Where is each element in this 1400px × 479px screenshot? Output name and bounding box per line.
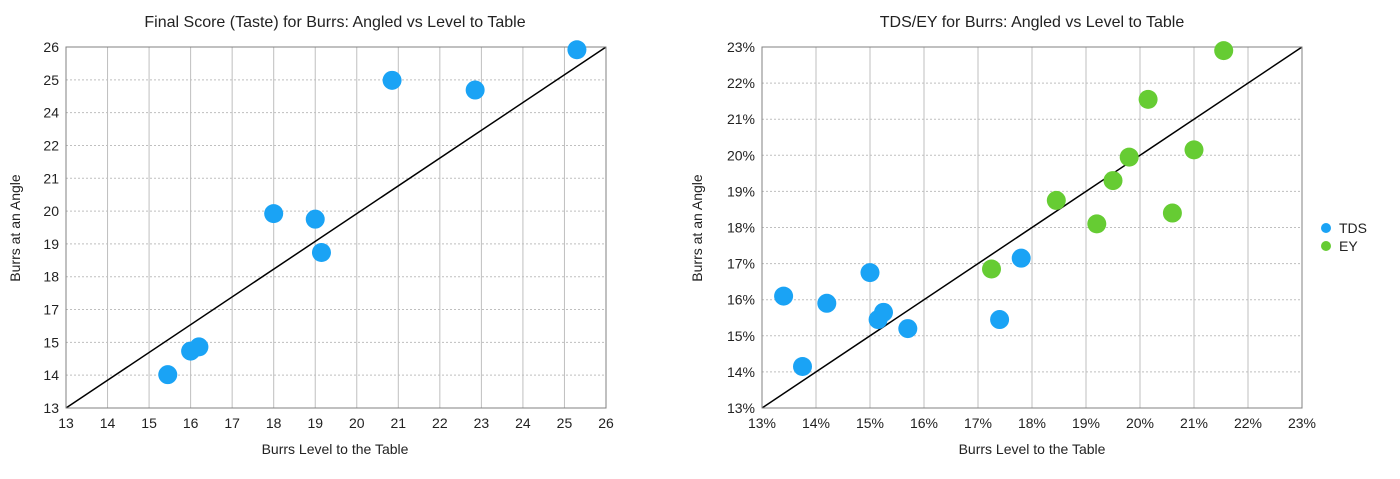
data-point-ey [1087, 214, 1107, 234]
y-tick-label: 14% [727, 364, 755, 380]
data-point-series [382, 70, 402, 90]
data-point-series [158, 365, 178, 385]
x-tick-label: 13 [58, 415, 74, 431]
y-tick-labels: 13% 14% 15% 16% 17% 18% 19% 20% 21% 22% 23% [727, 39, 755, 416]
chart-tds-ey: TDS/EY for Burrs: Angled vs Level to Tab… [689, 14, 1367, 457]
data-point-ey [1046, 190, 1066, 210]
y-axis-label: Burrs at an Angle [7, 174, 23, 282]
x-tick-label: 24 [515, 415, 531, 431]
x-tick-label: 13% [748, 415, 776, 431]
y-tick-label: 15 [43, 334, 59, 350]
data-point-tds [874, 302, 893, 322]
x-tick-label: 16 [183, 415, 199, 431]
data-point-series [264, 204, 284, 224]
chart-title: Final Score (Taste) for Burrs: Angled vs… [144, 14, 525, 31]
plot-frame [761, 46, 1303, 409]
x-tick-label: 16% [910, 415, 938, 431]
y-tick-label: 19 [43, 236, 59, 252]
y-tick-label: 18 [43, 269, 59, 285]
data-point-ey [1119, 147, 1139, 167]
y-tick-label: 18% [727, 220, 755, 236]
y-tick-label: 21 [43, 170, 59, 186]
x-tick-label: 21 [391, 415, 407, 431]
x-tick-label: 17% [964, 415, 992, 431]
y-tick-label: 19% [727, 183, 755, 199]
plot-frame [65, 46, 607, 409]
y-tick-label: 24 [43, 105, 59, 121]
data-point-tds [898, 319, 918, 339]
y-tick-label: 25 [43, 72, 59, 88]
y-axis-label: Burrs at an Angle [689, 174, 705, 282]
x-tick-label: 20 [349, 415, 365, 431]
x-tick-label: 22 [432, 415, 448, 431]
x-tick-label: 21% [1180, 415, 1208, 431]
data-point-ey [1103, 171, 1123, 191]
y-tick-label: 17 [43, 302, 59, 318]
data-point-series [567, 40, 587, 60]
data-point-ey [1214, 41, 1234, 61]
data-point-tds [817, 293, 837, 313]
y-tick-label: 14 [43, 367, 59, 383]
x-tick-label: 14% [802, 415, 830, 431]
x-tick-label: 14 [100, 415, 116, 431]
data-point-ey [982, 259, 1001, 279]
data-point-tds [990, 310, 1010, 330]
legend-label-ey: EY [1339, 238, 1358, 254]
data-point-tds [774, 286, 794, 306]
y-tick-labels: 13 14 15 17 18 19 20 21 22 24 25 26 [43, 39, 59, 416]
x-axis-label: Burrs Level to the Table [959, 441, 1106, 457]
x-tick-label: 26 [598, 415, 614, 431]
data-point-series [311, 242, 331, 262]
x-tick-label: 15 [141, 415, 157, 431]
legend-item-tds: TDS [1321, 220, 1367, 236]
x-tick-label: 23 [474, 415, 490, 431]
x-tick-labels: 13% 14% 15% 16% 17% 18% 19% 20% 21% 22% 23% [748, 415, 1316, 431]
legend-swatch-tds [1321, 223, 1331, 233]
x-tick-label: 20% [1126, 415, 1154, 431]
y-tick-label: 16% [727, 292, 755, 308]
y-tick-label: 17% [727, 256, 755, 272]
x-tick-label: 22% [1234, 415, 1262, 431]
data-point-ey [1184, 140, 1204, 160]
y-tick-label: 26 [43, 39, 59, 55]
y-tick-label: 20% [727, 147, 755, 163]
y-tick-label: 22% [727, 75, 755, 91]
x-tick-label: 15% [856, 415, 884, 431]
data-point-series [465, 80, 485, 100]
reference-line [761, 46, 1303, 409]
x-tick-label: 18% [1018, 415, 1046, 431]
x-tick-label: 19% [1072, 415, 1100, 431]
data-point-tds [793, 356, 812, 376]
data-points [158, 40, 587, 385]
chart-title: TDS/EY for Burrs: Angled vs Level to Tab… [880, 14, 1185, 31]
y-tick-label: 22 [43, 137, 59, 153]
chart-taste: Final Score (Taste) for Burrs: Angled vs… [7, 14, 614, 457]
data-point-ey [1138, 89, 1158, 109]
legend-label-tds: TDS [1339, 220, 1367, 236]
x-tick-label: 23% [1288, 415, 1316, 431]
x-tick-label: 17 [224, 415, 240, 431]
legend-item-ey: EY [1321, 238, 1358, 254]
x-axis-label: Burrs Level to the Table [262, 441, 409, 457]
data-point-tds [1011, 248, 1031, 268]
data-point-series [189, 337, 209, 357]
x-tick-label: 19 [307, 415, 323, 431]
legend-swatch-ey [1321, 241, 1331, 251]
y-tick-label: 13 [43, 400, 59, 416]
data-point-ey [1162, 203, 1182, 223]
reference-line [65, 46, 607, 409]
data-point-series [305, 209, 325, 229]
data-points [774, 41, 1234, 376]
x-tick-label: 18 [266, 415, 282, 431]
x-tick-labels: 13 14 15 16 17 18 19 20 21 22 23 24 25 26 [58, 415, 614, 431]
x-tick-label: 25 [557, 415, 573, 431]
data-point-tds [860, 263, 880, 283]
y-tick-label: 20 [43, 203, 59, 219]
legend: TDS EY [1321, 220, 1367, 254]
y-tick-label: 23% [727, 39, 755, 55]
y-tick-label: 15% [727, 328, 755, 344]
y-tick-label: 13% [727, 400, 755, 416]
y-tick-label: 21% [727, 111, 755, 127]
